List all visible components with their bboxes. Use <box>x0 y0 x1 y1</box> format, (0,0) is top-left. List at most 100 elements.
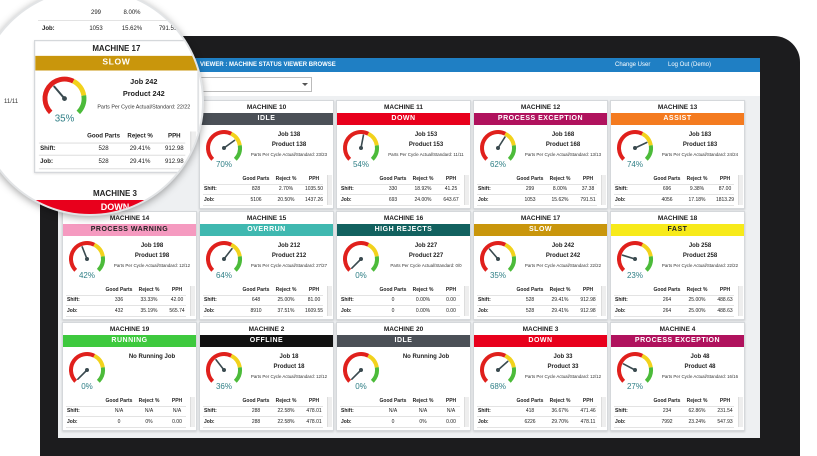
log-out[interactable]: Log Out (Demo) <box>668 62 712 68</box>
machine-name: MACHINE 2 <box>248 326 285 333</box>
gauge-needle <box>77 369 88 380</box>
table-header-cell: Good Parts <box>379 287 407 293</box>
table-header-cell: PPH <box>171 287 183 293</box>
gauge-percent: 23% <box>627 271 643 280</box>
shift-row-label: Shift: <box>615 408 628 414</box>
gauge-red <box>617 130 644 161</box>
gauge-green <box>96 256 105 272</box>
table-header-cell: PPH <box>719 398 731 404</box>
table-header-cell: Good Parts <box>516 398 544 404</box>
parts-per-cycle: Parts Per Cycle Actual/Standard: 13/13 <box>524 152 602 157</box>
machine-name: MACHINE 15 <box>246 215 287 222</box>
gauge-yellow <box>93 353 105 368</box>
shift-row-cell: 828 <box>251 186 261 192</box>
gauge-yellow <box>641 353 653 368</box>
dropdown[interactable] <box>200 77 312 92</box>
shift-row-cell: 288 <box>251 408 261 414</box>
shift-row-cell: 18.92% <box>414 186 432 192</box>
table-header-cell: PPH <box>445 398 457 404</box>
job-row-cell: 528 <box>525 308 535 314</box>
job-row-cell: 8910 <box>250 308 262 314</box>
scrollbar <box>190 131 197 169</box>
table-header-cell: PPH <box>719 176 731 182</box>
table-header-cell: Good Parts <box>242 287 270 293</box>
shift-row-cell: 0 <box>391 297 395 303</box>
gauge: 27% <box>617 352 653 391</box>
row-sep <box>340 184 460 185</box>
scrollbar <box>738 286 743 316</box>
gauge-hub <box>496 146 500 150</box>
gauge-hub <box>85 257 89 261</box>
job-row-cell: 29.41% <box>129 158 151 166</box>
row-sep <box>614 305 734 306</box>
table-header-cell: PPH <box>582 176 594 182</box>
table-header-cell: Reject % <box>275 176 297 182</box>
shift-row-cell: 2.70% <box>278 186 294 192</box>
table-header-cell: PPH <box>719 287 731 293</box>
status-bar: PROCESS WARNING <box>63 224 196 236</box>
shift-row-label: Shift: <box>341 186 354 192</box>
gauge-red <box>206 352 233 383</box>
parts-per-cycle: Parts Per Cycle Actual/Standard: 22/22 <box>661 263 739 268</box>
job-row-cell: 565.74 <box>169 308 185 314</box>
job: Job 168 <box>551 132 575 138</box>
parts-per-cycle: Parts Per Cycle Actual/Standard: 0/0 <box>390 263 462 268</box>
gauge-percent: 27% <box>627 382 643 391</box>
gauge: 36% <box>206 352 242 391</box>
shift-row-cell: N/A <box>114 408 124 414</box>
parts-per-cycle: Parts Per Cycle Actual/Standard: 16/16 <box>661 374 739 379</box>
job: Job 153 <box>414 132 438 138</box>
machine-card: MACHINE 14 PROCESS WARNING 42% Job 198 Produ… <box>62 211 197 320</box>
header-title: VIEWER : MACHINE STATUS VIEWER BROWSE <box>200 62 336 68</box>
shift-row-cell: N/A <box>418 408 428 414</box>
row-sep <box>66 316 186 317</box>
job-row-cell: 4056 <box>661 197 673 203</box>
job: No Running Job <box>402 354 450 360</box>
row-sep <box>66 427 186 428</box>
product: Product 242 <box>545 253 581 259</box>
job-row-label: Job: <box>615 308 626 314</box>
job-row-label: Job: <box>615 197 626 203</box>
gauge-red <box>480 352 507 383</box>
shift-row-cell: 62.86% <box>688 408 706 414</box>
job-row-cell: 488.63 <box>717 308 733 314</box>
scrollbar <box>738 397 743 427</box>
scrollbar <box>327 286 332 316</box>
gauge-percent: 68% <box>490 382 506 391</box>
machine-card: MACHINE 13 ASSIST 74% Job 183 Product 183 Par… <box>610 100 745 209</box>
gauge-green <box>233 145 242 161</box>
job-row-cell: 0% <box>145 419 153 425</box>
shift-row-cell: N/A <box>144 408 154 414</box>
scrollbar <box>464 175 469 205</box>
shift-row-cell: 231.54 <box>717 408 733 414</box>
row-sep <box>203 205 323 206</box>
job: Job 33 <box>553 354 573 360</box>
job-row-cell: 1813.29 <box>715 197 735 203</box>
gauge: 62% <box>480 130 516 169</box>
table-header-cell: Good Parts <box>653 176 681 182</box>
gauge-hub <box>359 368 363 372</box>
shift-row-label: Shift: <box>341 408 354 414</box>
table-header-cell: PPH <box>308 176 320 182</box>
gauge-percent: 42% <box>79 271 95 280</box>
job-row-label: Job: <box>40 158 53 166</box>
change-user[interactable]: Change User <box>615 62 651 68</box>
machine-name: MACHINE 12 <box>520 104 561 111</box>
table-header-cell: Reject % <box>138 398 160 404</box>
row-sep <box>477 406 597 407</box>
mag-sep <box>38 20 198 21</box>
table-header-cell: Reject % <box>412 287 434 293</box>
gauge-percent: 64% <box>216 271 232 280</box>
machine-card: MACHINE 2 OFFLINE 36% Job 18 Product 18 Parts… <box>199 322 334 431</box>
table-header-cell: Good Parts <box>653 287 681 293</box>
machine-card: MACHINE 15 OVERRUN 64% Job 212 Product 212 Pa… <box>199 211 334 320</box>
job-row-cell: 29.41% <box>551 308 569 314</box>
shift-row-cell: 418 <box>525 408 535 414</box>
product: Product 168 <box>545 142 581 148</box>
shift-row-cell: 912.98 <box>580 297 596 303</box>
gauge-yellow <box>72 78 87 97</box>
job-row-cell: 264 <box>662 308 672 314</box>
job-row-cell: 37.51% <box>277 308 295 314</box>
header-bar: VIEWER : MACHINE STATUS VIEWER BROWSE Ch… <box>58 58 760 72</box>
job-row-label: Job: <box>478 197 489 203</box>
